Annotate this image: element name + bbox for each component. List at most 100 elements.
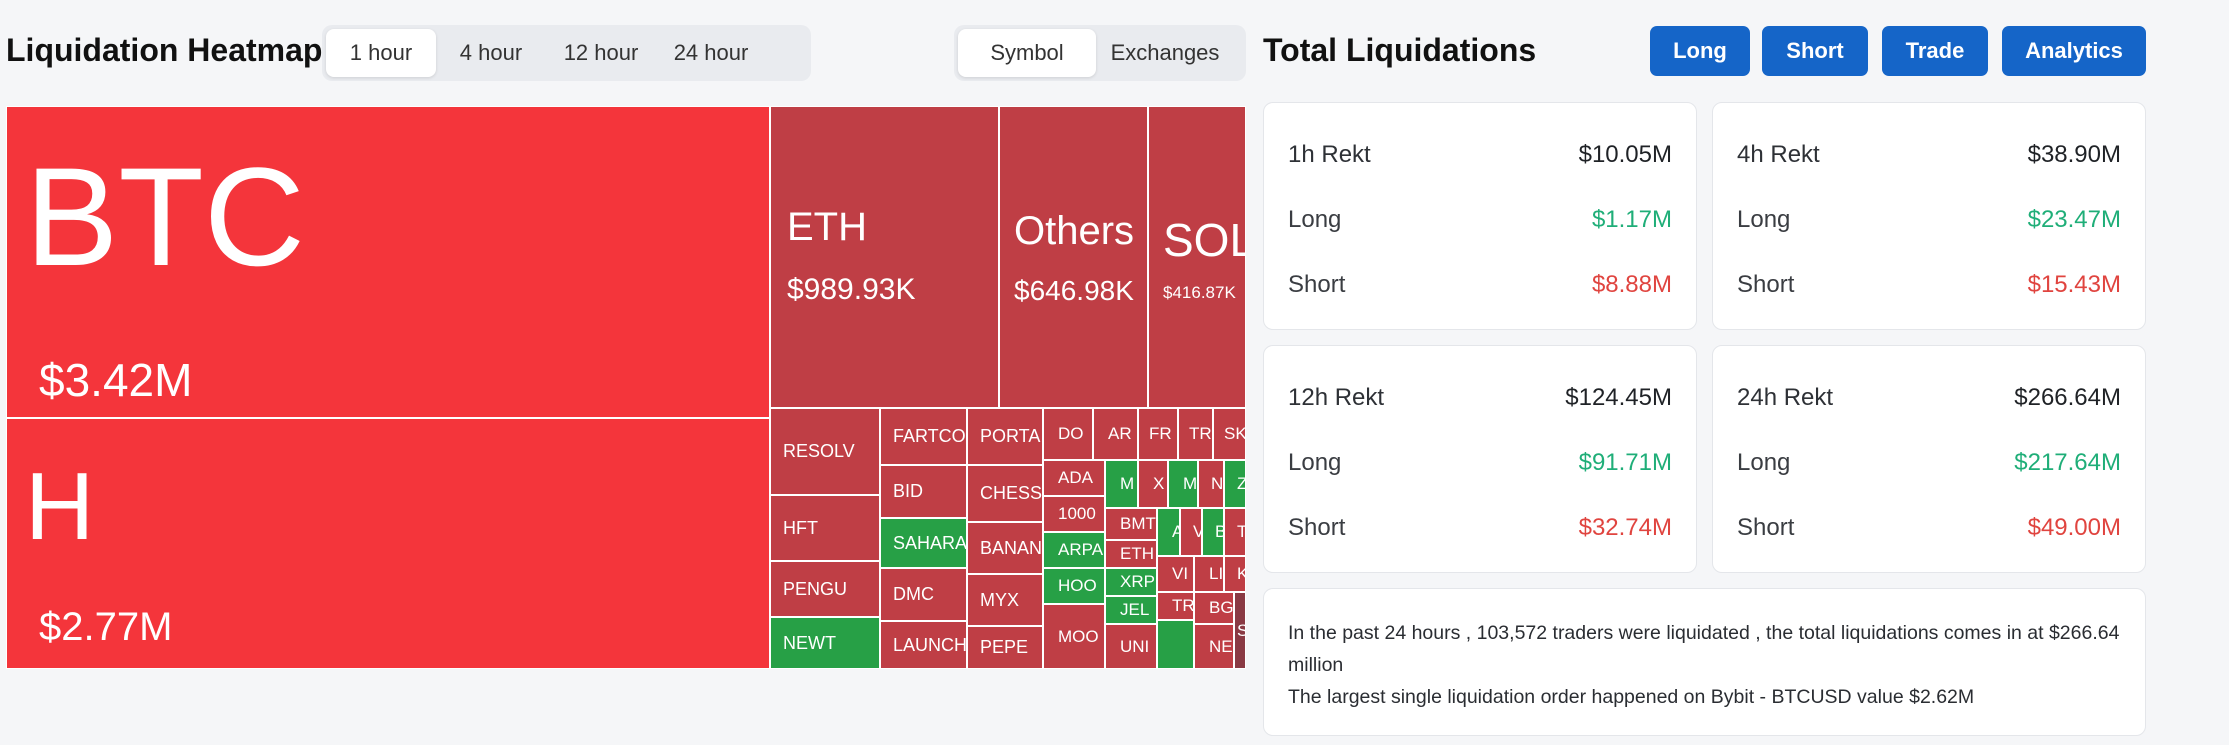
tab-symbol[interactable]: Symbol	[958, 29, 1096, 77]
tile-vi[interactable]: VI	[1157, 556, 1194, 592]
tile-v[interactable]: V	[1180, 508, 1202, 556]
tile-ada[interactable]: ADA	[1043, 460, 1105, 496]
tile-sahara[interactable]: SAHARA	[880, 518, 967, 568]
tile-jel[interactable]: JEL	[1105, 596, 1157, 624]
tile-symbol: DMC	[893, 584, 934, 604]
tab-1-hour[interactable]: 1 hour	[326, 29, 436, 77]
tile-dmc[interactable]: DMC	[880, 568, 967, 621]
tab-12-hour[interactable]: 12 hour	[563, 40, 639, 65]
short-label: Short	[1737, 514, 1795, 541]
tile-ne[interactable]: NE	[1194, 624, 1234, 669]
card-total: $38.90M	[2027, 141, 2121, 168]
tile-bg[interactable]: BG	[1194, 592, 1234, 624]
tab-4-hour[interactable]: 4 hour	[459, 40, 523, 65]
tile-sk[interactable]: SK	[1213, 408, 1246, 460]
tile-symbol: Z	[1225, 474, 1245, 494]
tile-symbol: V	[1181, 522, 1201, 542]
tile-hft[interactable]: HFT	[770, 495, 880, 561]
tile-symbol: HOO	[1058, 576, 1097, 595]
tile-chess[interactable]: CHESS	[967, 465, 1043, 522]
tile-x[interactable]: X	[1138, 460, 1168, 508]
tile-n[interactable]: N	[1198, 460, 1224, 508]
tile-eth[interactable]: ETH $989.93K	[770, 106, 999, 408]
card-label: 1h Rekt	[1288, 141, 1371, 168]
tile-symbol: LI	[1209, 564, 1224, 583]
tile-do[interactable]: DO	[1043, 408, 1093, 460]
tile-eth-small[interactable]: ETH	[1105, 540, 1157, 568]
tile-symbol: BMT	[1120, 514, 1156, 533]
tile-op[interactable]	[1157, 620, 1194, 669]
tile-sol[interactable]: SOL $416.87K	[1148, 106, 1246, 408]
tile-fr[interactable]: FR	[1138, 408, 1178, 460]
tile-tr[interactable]: TR	[1178, 408, 1213, 460]
summary-line-2: The largest single liquidation order hap…	[1288, 686, 1975, 708]
tile-symbol: K	[1225, 564, 1245, 584]
tile-btc[interactable]: BTC $3.42M	[6, 106, 770, 418]
tile-m[interactable]: M	[1105, 460, 1138, 508]
tile-li[interactable]: LI	[1194, 556, 1224, 592]
tile-b[interactable]: B	[1202, 508, 1224, 556]
tile-moo[interactable]: MOO	[1043, 604, 1105, 669]
trade-button[interactable]: Trade	[1882, 26, 1988, 76]
tile-pepe[interactable]: PEPE	[967, 626, 1043, 669]
long-value: $23.47M	[2027, 206, 2121, 233]
analytics-button[interactable]: Analytics	[2002, 26, 2146, 76]
tile-value: $989.93K	[787, 273, 916, 306]
short-value: $49.00M	[2027, 514, 2121, 541]
tile-xrp[interactable]: XRP	[1105, 568, 1157, 596]
tile-resolv[interactable]: RESOLV	[770, 408, 880, 495]
tile-symbol: MYX	[980, 589, 1020, 610]
rekt-card-24h: 24h Rekt $266.64M Long $217.64M Short $49.0…	[1712, 345, 2146, 573]
tab-24-hour[interactable]: 24 hour	[673, 40, 749, 65]
tile-others[interactable]: Others $646.98K	[999, 106, 1148, 408]
tile-symbol: N	[1211, 474, 1224, 493]
tile-launch[interactable]: LAUNCH	[880, 621, 967, 669]
rekt-card-12h: 12h Rekt $124.45M Long $91.71M Short $32.74…	[1263, 345, 1697, 573]
tile-symbol: NE	[1209, 636, 1233, 656]
tab-exchanges[interactable]: Exchanges	[1110, 40, 1220, 65]
tile-symbol: CHESS	[980, 483, 1043, 503]
liquidation-treemap: BTC $3.42M H $2.77M ETH $989.93K Others …	[6, 106, 1246, 669]
tile-symbol: VI	[1172, 564, 1189, 583]
tile-myx[interactable]: MYX	[967, 574, 1043, 626]
tile-t[interactable]: T	[1224, 508, 1246, 556]
tile-k[interactable]: K	[1224, 556, 1246, 592]
tile-m2[interactable]: M	[1168, 460, 1198, 508]
tile-symbol: MOO	[1058, 626, 1099, 646]
tile-arpa[interactable]: ARPA	[1043, 532, 1105, 568]
tile-symbol: M	[1183, 474, 1198, 493]
card-label: 12h Rekt	[1288, 384, 1385, 411]
tile-z[interactable]: Z	[1224, 460, 1246, 508]
tile-value: $646.98K	[1014, 275, 1134, 306]
tile-ar[interactable]: AR	[1093, 408, 1138, 460]
tile-symbol: AR	[1108, 424, 1132, 443]
tile-bmt[interactable]: BMT	[1105, 508, 1157, 540]
tile-symbol: TR	[1189, 424, 1212, 443]
tile-symbol: FARTCO	[893, 426, 966, 446]
tile-s[interactable]: S	[1234, 592, 1246, 669]
tile-bid[interactable]: BID	[880, 465, 967, 518]
tile-symbol: HFT	[783, 517, 818, 538]
tile-1000[interactable]: 1000	[1043, 496, 1105, 532]
long-button[interactable]: Long	[1650, 26, 1750, 76]
tile-symbol: JEL	[1120, 600, 1150, 619]
tile-fartco[interactable]: FARTCO	[880, 408, 967, 465]
short-label: Short	[1288, 271, 1346, 298]
view-mode-selector: Symbol Exchanges	[954, 25, 1246, 81]
tile-symbol: BID	[893, 481, 924, 501]
tile-tr-small[interactable]: TR	[1157, 592, 1194, 620]
tile-symbol: ADA	[1058, 468, 1093, 487]
tile-h[interactable]: H $2.77M	[6, 418, 770, 669]
short-button[interactable]: Short	[1762, 26, 1868, 76]
tile-symbol: SAHARA	[893, 532, 967, 553]
tile-porta[interactable]: PORTA	[967, 408, 1043, 465]
tile-uni[interactable]: UNI	[1105, 624, 1157, 669]
short-label: Short	[1288, 514, 1346, 541]
tile-newt[interactable]: NEWT	[770, 617, 880, 669]
tile-hoo[interactable]: HOO	[1043, 568, 1105, 604]
tile-a[interactable]: A	[1157, 508, 1180, 556]
rekt-card-1h: 1h Rekt $10.05M Long $1.17M Short $8.88M	[1263, 102, 1697, 330]
tile-pengu[interactable]: PENGU	[770, 561, 880, 617]
tile-banan[interactable]: BANAN	[967, 522, 1043, 574]
card-label: 24h Rekt	[1737, 384, 1834, 411]
